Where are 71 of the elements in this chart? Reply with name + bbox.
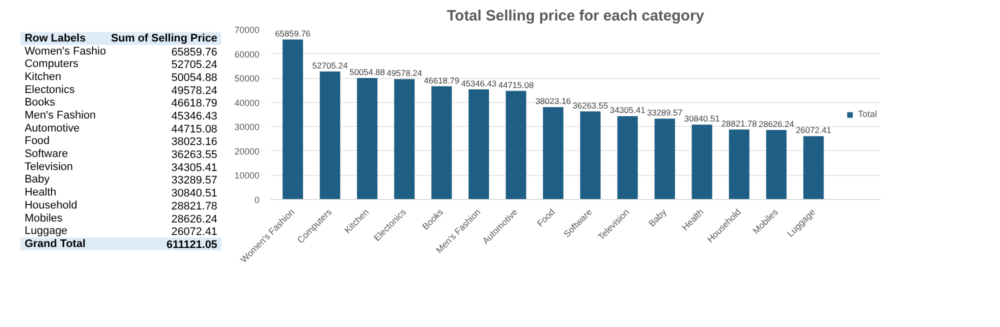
category-label: Electonics <box>24 84 76 96</box>
data-label: 26072.41 <box>171 226 218 238</box>
data-label: 28821.78 <box>721 118 758 129</box>
category-label: Television <box>24 160 73 173</box>
bar <box>803 136 824 200</box>
legend-label: Total <box>858 109 878 119</box>
bar <box>692 124 712 200</box>
chart-title: Total Selling price for each category <box>446 8 705 24</box>
bar <box>766 130 787 200</box>
data-label: 46618.79 <box>171 98 218 110</box>
text: Row Labels <box>24 32 86 44</box>
data-label: 33289.57 <box>171 174 218 187</box>
category-label: Health <box>24 186 56 199</box>
text: 611121.05 <box>166 238 218 251</box>
data-label: 46618.79 <box>424 75 460 86</box>
y-tick-label: 60000 <box>234 49 260 60</box>
data-label: 52705.24 <box>312 60 348 70</box>
data-label: 28626.24 <box>758 118 794 129</box>
data-label: 26072.41 <box>796 125 832 136</box>
data-label: 28821.78 <box>171 200 218 212</box>
data-label: 49578.24 <box>386 68 422 78</box>
bar <box>617 116 638 200</box>
y-tick-label: 70000 <box>234 25 260 35</box>
category-label: Food <box>24 135 50 148</box>
bar <box>542 107 564 200</box>
category-label: Women's Fashio <box>24 45 106 58</box>
data-label: 50054.88 <box>349 66 386 77</box>
y-tick-label: 40000 <box>234 98 260 108</box>
data-label: 34305.41 <box>171 162 218 174</box>
data-label: 30840.51 <box>171 188 218 200</box>
category-label: Men's Fashion <box>24 110 96 122</box>
text: Grand Total <box>24 238 86 250</box>
category-label: Books <box>24 96 56 109</box>
data-label: 33289.57 <box>647 108 683 118</box>
data-label: 49578.24 <box>171 84 218 97</box>
category-label: Computers <box>24 58 79 70</box>
bar <box>320 72 340 200</box>
category-label: Kitchen <box>24 71 62 84</box>
data-label: 38023.16 <box>535 96 572 106</box>
category-label: Automotive <box>24 122 80 134</box>
data-label: 52705.24 <box>171 59 218 72</box>
bar <box>506 90 526 200</box>
data-label: 30840.51 <box>684 114 720 124</box>
data-label: 34305.41 <box>610 105 646 116</box>
bar <box>431 86 452 200</box>
category-label: Software <box>24 148 68 160</box>
y-tick-label: 0 <box>254 195 260 205</box>
data-label: 45346.43 <box>461 78 497 88</box>
bar <box>580 111 601 200</box>
y-tick-label: 30000 <box>234 122 260 132</box>
bar <box>282 40 304 200</box>
data-label: 50054.88 <box>171 72 218 84</box>
bar <box>468 89 490 200</box>
y-tick-label: 50000 <box>234 74 260 84</box>
data-label: 65859.76 <box>171 46 218 58</box>
text: Sum of Selling Price <box>110 32 218 44</box>
data-label: 65859.76 <box>275 28 311 39</box>
y-tick-label: 10000 <box>234 170 260 181</box>
data-label: 38023.16 <box>171 136 218 148</box>
data-label: 44715.08 <box>171 123 218 136</box>
bar <box>728 130 750 200</box>
y-tick-label: 20000 <box>234 146 260 156</box>
data-label: 44715.08 <box>498 80 534 90</box>
data-label: 36263.55 <box>171 149 218 162</box>
bar <box>654 118 675 200</box>
data-label: 28626.24 <box>171 213 218 226</box>
category-label: Baby <box>24 174 50 186</box>
data-label: 45346.43 <box>171 110 218 123</box>
bar <box>394 79 415 200</box>
data-label: 36263.55 <box>572 100 608 110</box>
bar <box>356 78 378 200</box>
